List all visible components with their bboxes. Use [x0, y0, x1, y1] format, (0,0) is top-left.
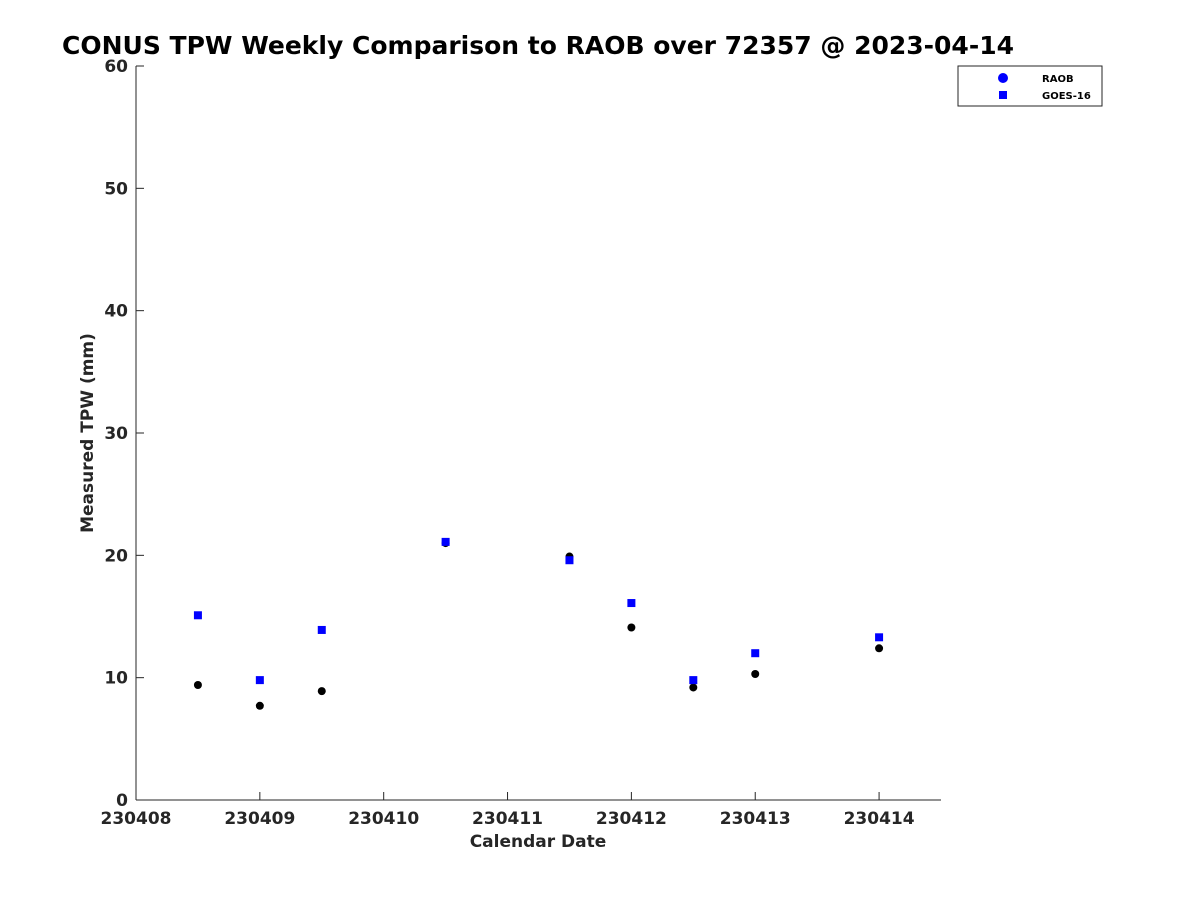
raob-point	[317, 687, 326, 696]
x-tick-label: 230413	[720, 809, 791, 829]
y-axis-label: Measured TPW (mm)	[78, 333, 98, 533]
y-tick-label: 20	[104, 546, 128, 566]
series-raob	[193, 539, 884, 710]
legend-box	[957, 65, 1103, 107]
x-tick-label: 230408	[101, 809, 172, 829]
x-axis-label: Calendar Date	[470, 832, 607, 852]
x-tick-label: 230411	[472, 809, 543, 829]
legend-label: GOES-16	[1042, 91, 1091, 102]
goes-16-point	[565, 556, 574, 565]
y-tick-label: 30	[104, 424, 128, 444]
legend-goes-16-marker	[999, 91, 1007, 99]
goes-16-point	[627, 599, 636, 608]
y-tick-label: 0	[116, 791, 128, 811]
raob-point	[751, 669, 760, 678]
raob-point	[193, 681, 202, 690]
raob-point	[875, 644, 884, 653]
goes-16-point	[751, 649, 760, 658]
x-tick-label: 230412	[596, 809, 667, 829]
x-tick-label: 230409	[224, 809, 295, 829]
goes-16-point	[193, 611, 202, 620]
legend: RAOB GOES-16	[957, 65, 1103, 107]
data-points	[193, 537, 884, 710]
x-tick-label: 230410	[348, 809, 419, 829]
goes-16-point	[255, 676, 264, 685]
ticks: 230408 230409 230410 230411 230412 230413 2304…	[101, 57, 915, 829]
raob-point	[255, 701, 264, 710]
raob-point	[627, 623, 636, 632]
series-goes-16	[193, 537, 884, 685]
x-tick-label: 230414	[844, 809, 915, 829]
legend-raob-marker	[998, 73, 1008, 83]
axes	[135, 66, 941, 801]
raob-point	[689, 683, 698, 692]
legend-label: RAOB	[1042, 74, 1074, 85]
y-tick-label: 40	[104, 302, 128, 322]
goes-16-point	[875, 633, 884, 642]
goes-16-point	[441, 537, 450, 546]
goes-16-point	[317, 625, 326, 634]
y-tick-label: 50	[104, 179, 128, 199]
goes-16-point	[689, 676, 698, 685]
y-tick-label: 10	[104, 669, 128, 689]
chart-title: CONUS TPW Weekly Comparison to RAOB over…	[62, 31, 1014, 60]
y-tick-label: 60	[104, 57, 128, 77]
